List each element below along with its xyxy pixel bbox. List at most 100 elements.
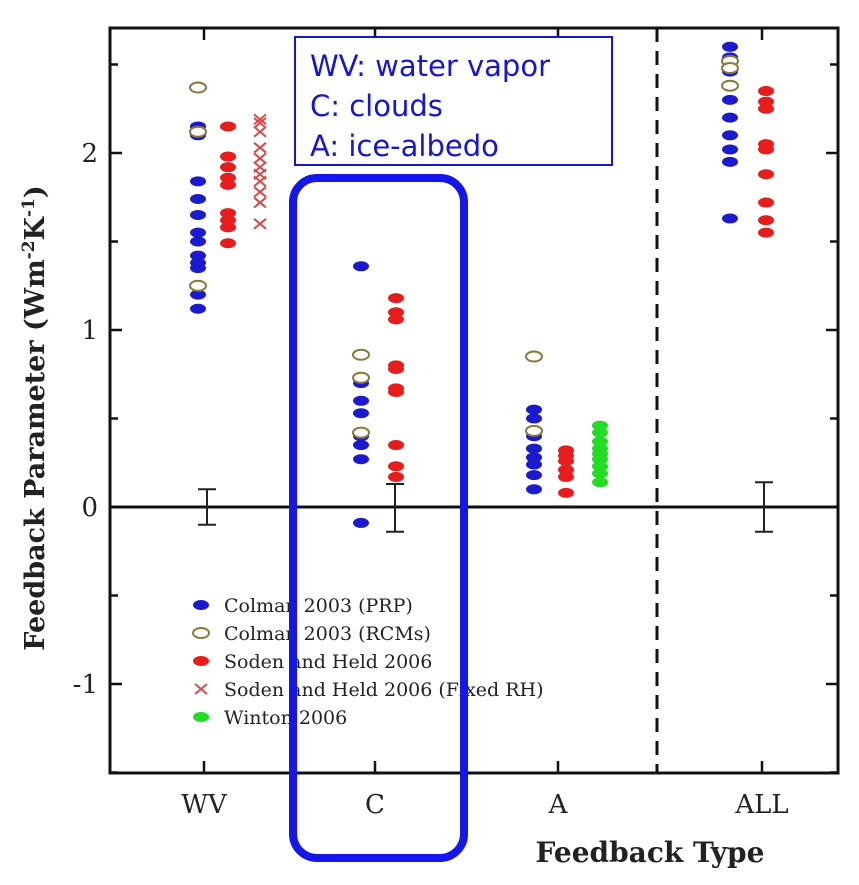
y-axis-label-exponent: -2 xyxy=(19,240,39,259)
data-point xyxy=(189,125,207,138)
legend-label: Winton 2006 xyxy=(224,707,347,729)
data-point xyxy=(253,218,267,230)
highlight-frame xyxy=(289,174,468,862)
y-tick-label: -1 xyxy=(73,670,98,700)
legend-marker xyxy=(194,683,208,695)
x-marker-stroke xyxy=(253,186,267,198)
data-point xyxy=(253,125,267,138)
data-point xyxy=(352,371,370,384)
error-bar-wv xyxy=(198,488,216,526)
data-point xyxy=(592,461,608,472)
series-4 xyxy=(592,420,608,488)
data-point xyxy=(190,227,206,238)
data-point xyxy=(189,279,207,292)
x-marker-stroke xyxy=(253,141,267,154)
data-point xyxy=(722,213,738,224)
y-axis-label-text: K xyxy=(20,215,51,240)
series-1 xyxy=(189,54,739,439)
data-point xyxy=(721,79,739,92)
series-2 xyxy=(220,86,774,498)
data-point xyxy=(353,261,369,272)
y-axis-label-text: Feedback Parameter (Wm xyxy=(20,259,51,650)
legend-label: Colman 2003 (RCMs) xyxy=(224,623,431,645)
legend-marker xyxy=(193,600,209,610)
data-point xyxy=(758,197,774,208)
data-point xyxy=(388,293,404,304)
data-point xyxy=(722,41,738,52)
data-point xyxy=(758,169,774,180)
data-point xyxy=(722,94,738,105)
data-point xyxy=(352,348,370,361)
data-point xyxy=(253,196,267,209)
annotation-box: WV: water vapor C: clouds A: ice-albedo xyxy=(294,36,613,166)
data-point xyxy=(388,386,404,397)
data-point xyxy=(353,395,369,406)
data-point xyxy=(388,314,404,325)
annotation-line: A: ice-albedo xyxy=(310,129,499,163)
data-point xyxy=(592,436,608,447)
data-point xyxy=(190,289,206,300)
error-bar-c xyxy=(386,482,404,533)
data-point xyxy=(190,194,206,205)
data-point xyxy=(220,215,236,226)
y-axis-label-text: ) xyxy=(20,185,51,198)
x-tick-label: WV xyxy=(181,790,228,820)
data-point xyxy=(592,427,608,438)
x-marker-stroke xyxy=(253,125,267,138)
data-point xyxy=(526,404,542,415)
x-tick-label: A xyxy=(548,790,569,820)
x-marker-stroke xyxy=(253,113,267,126)
data-point xyxy=(526,443,542,454)
data-series xyxy=(189,41,774,528)
data-point xyxy=(353,517,369,528)
x-marker-stroke xyxy=(253,117,267,129)
data-point xyxy=(388,363,404,374)
data-point xyxy=(592,468,608,479)
y-axis-label-exponent: -1 xyxy=(19,198,39,217)
error-bars xyxy=(198,481,773,533)
data-point xyxy=(758,144,774,155)
data-point xyxy=(722,156,738,167)
data-point xyxy=(220,121,236,132)
y-tick-label: 2 xyxy=(81,139,98,169)
data-point xyxy=(220,151,236,162)
data-point xyxy=(353,408,369,419)
legend-marker xyxy=(193,656,209,666)
plot-frame xyxy=(108,26,840,775)
data-point xyxy=(592,454,608,465)
data-point xyxy=(190,176,206,187)
data-point xyxy=(526,484,542,495)
data-point xyxy=(388,471,404,482)
data-point xyxy=(253,175,267,188)
x-marker-stroke xyxy=(253,152,267,165)
data-point xyxy=(253,141,267,154)
data-point xyxy=(592,420,608,431)
x-marker-stroke xyxy=(253,196,267,209)
data-point xyxy=(190,209,206,220)
data-point xyxy=(758,215,774,226)
data-point xyxy=(758,227,774,238)
annotation-line: WV: water vapor xyxy=(310,49,550,83)
data-point xyxy=(526,452,542,463)
data-point xyxy=(220,208,236,219)
data-point xyxy=(526,470,542,481)
legend: Colman 2003 (PRP) Colman 2003 (RCMs) Soden… xyxy=(192,595,544,729)
legend-marker xyxy=(193,712,209,722)
data-point xyxy=(721,62,739,75)
data-point xyxy=(722,112,738,123)
data-point xyxy=(253,152,267,165)
data-point xyxy=(190,303,206,314)
data-point xyxy=(220,162,236,173)
data-point xyxy=(388,307,404,318)
annotation-frame xyxy=(294,36,613,166)
x-axis-label: Feedback Type xyxy=(536,836,765,869)
data-point xyxy=(190,263,206,274)
x-marker-stroke xyxy=(253,175,267,188)
data-point xyxy=(758,96,774,107)
annotation-line: C: clouds xyxy=(310,89,443,123)
data-point xyxy=(353,440,369,451)
data-point xyxy=(220,179,236,190)
data-point xyxy=(525,350,543,363)
x-marker-stroke xyxy=(194,683,208,695)
